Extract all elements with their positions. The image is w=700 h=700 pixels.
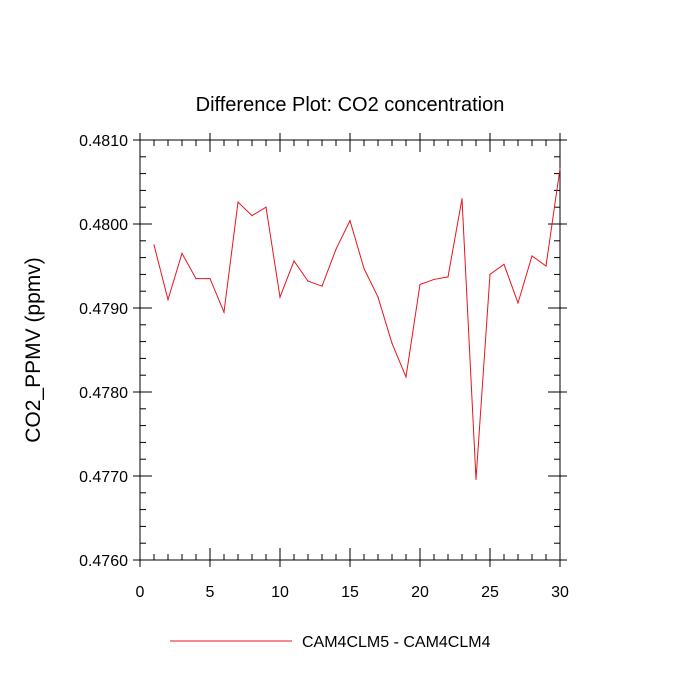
x-tick-label: 15 [341,584,359,601]
data-point [153,244,155,246]
data-point [223,311,225,313]
chart-title: Difference Plot: CO2 concentration [196,94,505,116]
series-line [153,168,561,480]
y-tick-label: 0.4760 [79,553,128,570]
data-point [531,255,533,257]
x-tick-label: 20 [411,584,429,601]
legend-label: CAM4CLM5 - CAM4CLM4 [302,634,491,651]
axes: 0 5 10 15 20 25 30 0.4760 0.4770 0.4780 0.4790 0.48… [79,133,569,601]
data-point [461,198,463,200]
data-point [377,296,379,298]
data-point [405,376,407,378]
y-tick-label: 0.4770 [79,469,128,486]
y-axis-label: CO2_PPMV (ppmv) [22,257,45,443]
data-point [433,278,435,281]
data-point [209,278,211,280]
y-tick-label: 0.4780 [79,385,128,402]
data-point [265,206,267,208]
data-point [307,280,309,282]
data-point [503,263,505,265]
data-point [167,299,169,301]
data-point [251,215,253,217]
data-point [489,273,491,275]
data-point [237,201,239,203]
y-tick-label: 0.4800 [79,217,128,234]
data-point [195,278,197,280]
plot-frame [139,139,561,561]
data-point [475,478,477,480]
data-point [335,248,337,250]
data-point [559,167,561,170]
data-point [517,302,519,304]
data-point [293,260,295,262]
x-tick-label: 10 [271,584,289,601]
data-point [545,265,547,267]
data-point [391,342,393,344]
data-point [447,276,449,278]
data-point [279,296,281,298]
x-tick-label: 0 [136,584,145,601]
data-point [349,220,351,222]
data-point [363,267,365,270]
y-tick-label: 0.4810 [79,133,128,150]
x-tick-label: 25 [481,584,499,601]
legend: CAM4CLM5 - CAM4CLM4 [170,634,491,651]
x-tick-label: 5 [206,584,215,601]
series-layer [153,167,561,480]
y-tick-label: 0.4790 [79,301,128,318]
x-tick-label: 30 [551,584,569,601]
data-point [419,283,421,286]
data-point [321,285,323,287]
data-point [181,252,183,254]
